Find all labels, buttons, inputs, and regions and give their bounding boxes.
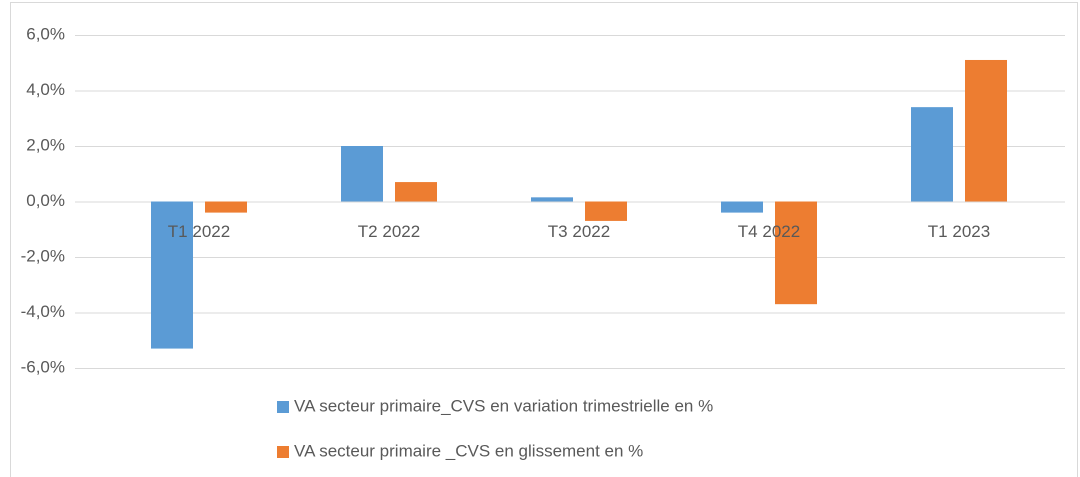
- bar: [531, 197, 573, 202]
- legend-swatch: [277, 446, 289, 458]
- y-tick-label: 4,0%: [26, 80, 65, 99]
- bar: [151, 201, 193, 349]
- x-tick-label: T2 2022: [358, 222, 420, 241]
- bar: [341, 146, 383, 202]
- y-tick-label: 0,0%: [26, 191, 65, 210]
- legend-label: VA secteur primaire_CVS en variation tri…: [294, 396, 713, 415]
- y-tick-label: -2,0%: [21, 246, 65, 265]
- bar: [205, 201, 247, 213]
- bar: [585, 201, 627, 221]
- y-tick-label: 6,0%: [26, 24, 65, 43]
- bar: [911, 107, 953, 202]
- x-tick-label: T3 2022: [548, 222, 610, 241]
- x-tick-label: T4 2022: [738, 222, 800, 241]
- legend-swatch: [277, 401, 289, 413]
- bar: [965, 59, 1007, 202]
- chart-border: [10, 2, 1078, 477]
- bar: [395, 182, 437, 202]
- y-tick-label: 2,0%: [26, 135, 65, 154]
- y-tick-label: -6,0%: [21, 357, 65, 376]
- y-tick-label: -4,0%: [21, 302, 65, 321]
- x-tick-label: T1 2023: [928, 222, 990, 241]
- x-tick-label: T1 2022: [168, 222, 230, 241]
- bar: [775, 201, 817, 305]
- bar: [721, 201, 763, 213]
- legend-label: VA secteur primaire _CVS en glissement e…: [294, 441, 643, 460]
